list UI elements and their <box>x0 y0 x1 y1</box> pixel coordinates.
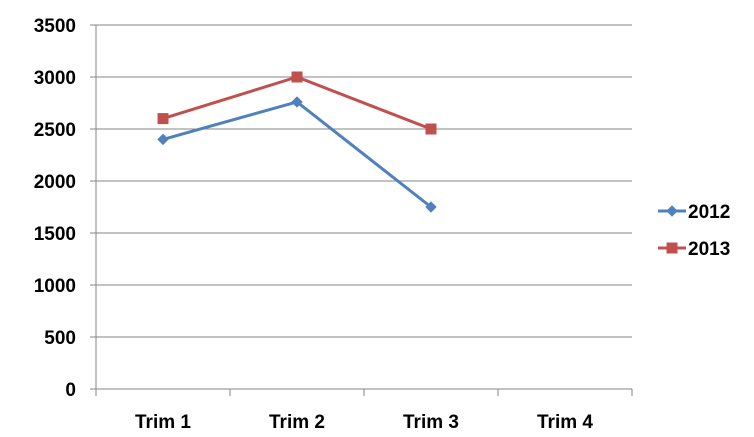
data-point-2013 <box>425 123 437 135</box>
legend-marker <box>666 242 678 254</box>
legend-label: 2013 <box>688 239 730 260</box>
series-2012 <box>157 96 437 213</box>
legend-item-2013: 2013 <box>658 239 730 260</box>
data-point-2013 <box>157 113 169 125</box>
y-tick-label: 500 <box>44 328 76 349</box>
data-point-2012 <box>291 96 303 108</box>
series-group <box>157 71 437 213</box>
y-tick-label: 3000 <box>34 68 76 89</box>
gridlines <box>96 24 632 338</box>
y-tick-label: 2000 <box>34 172 76 193</box>
y-tick-label: 0 <box>65 380 76 401</box>
y-tick-label: 1500 <box>34 224 76 245</box>
series-2013 <box>157 71 437 135</box>
data-point-2012 <box>425 201 437 213</box>
x-tick-label: Trim 4 <box>537 412 593 433</box>
data-point-2012 <box>157 133 169 146</box>
y-tick-labels: 0 500 1000 1500 2000 2500 3000 3500 <box>34 16 76 401</box>
y-tick-label: 3500 <box>34 16 76 37</box>
legend-marker <box>666 205 678 217</box>
legend-label: 2012 <box>688 202 730 223</box>
x-tick-label: Trim 1 <box>135 412 191 433</box>
series-line-2012 <box>162 100 432 209</box>
x-tick-label: Trim 3 <box>403 412 459 433</box>
axes <box>90 24 633 396</box>
y-tick-label: 1000 <box>34 276 76 297</box>
data-point-2013 <box>291 71 303 83</box>
legend-item-2012: 2012 <box>658 202 730 223</box>
y-tick-label: 2500 <box>34 120 76 141</box>
x-tick-label: Trim 2 <box>269 412 325 433</box>
legend: 2012 2013 <box>658 202 730 260</box>
x-tick-labels: Trim 1 Trim 2 Trim 3 Trim 4 <box>135 412 593 433</box>
